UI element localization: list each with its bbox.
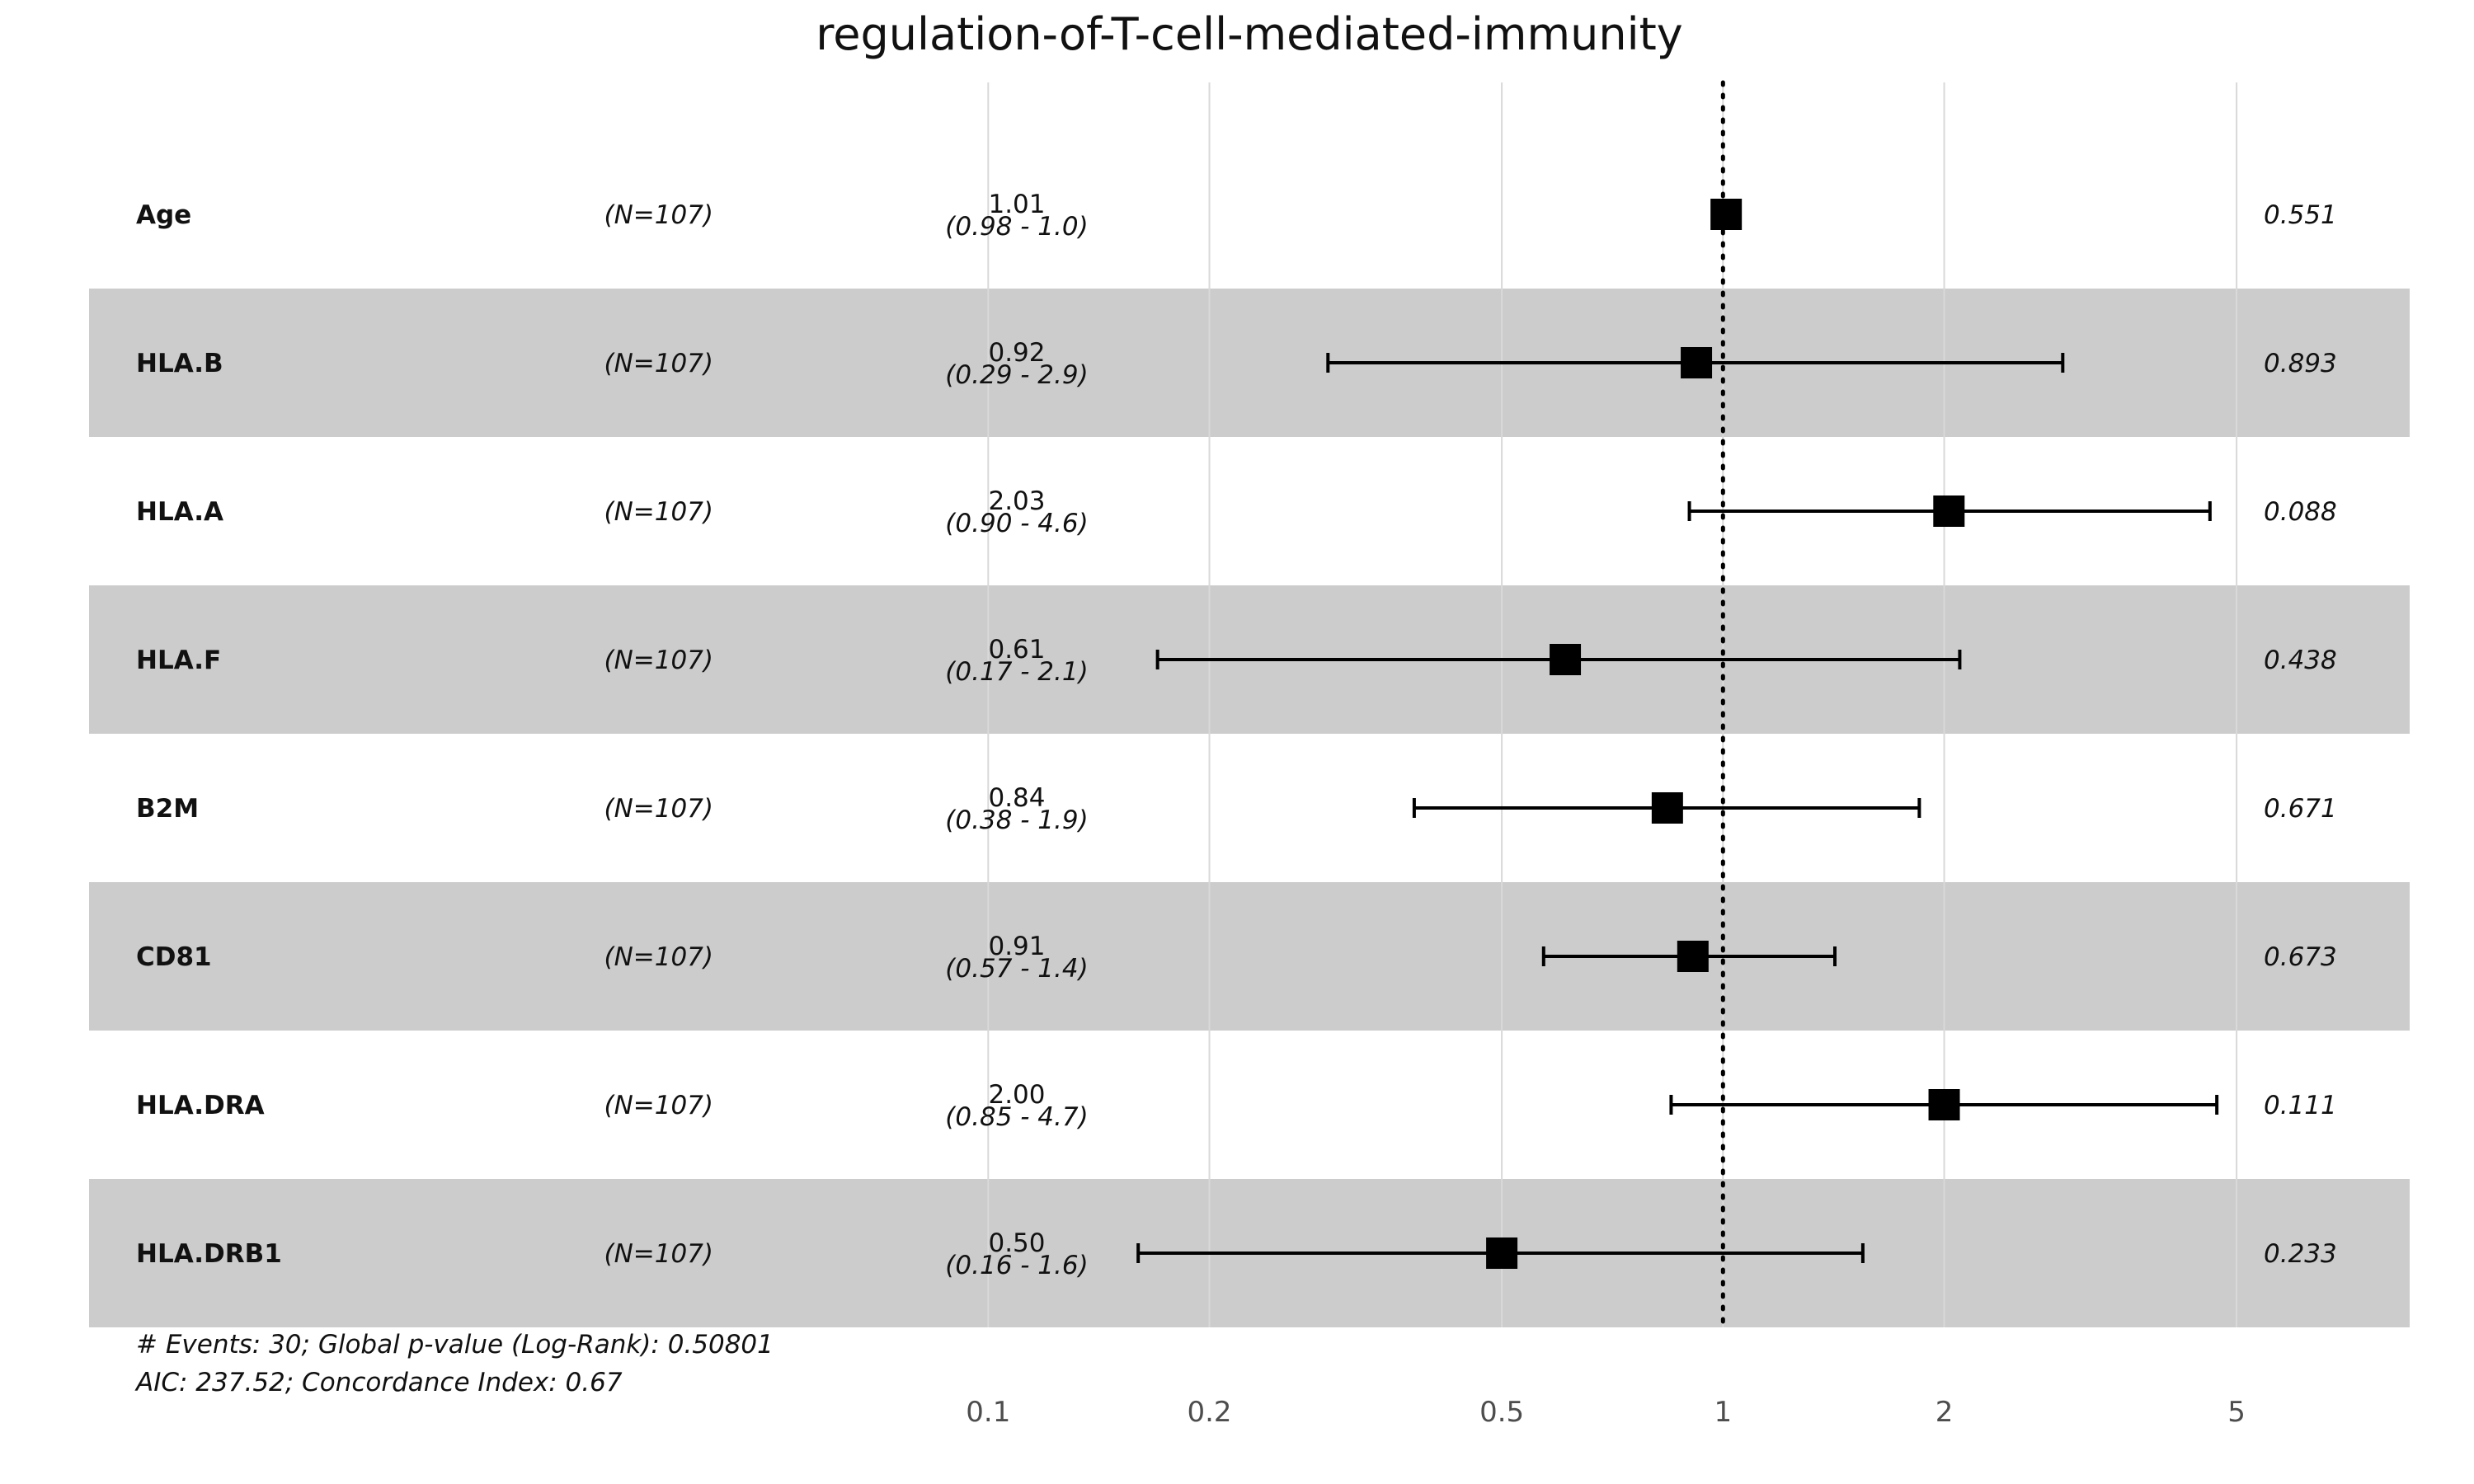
footer-aic: AIC: 237.52; Concordance Index: 0.67 [134,1368,623,1397]
p-value-label: 0.438 [2264,646,2337,675]
p-value-label: 0.551 [2264,200,2337,230]
hr-marker [1681,347,1713,378]
p-value-label: 0.893 [2264,349,2337,378]
ci-label: (0.90 - 4.6) [945,509,1088,538]
hr-label: 2.03 [988,486,1045,516]
n-label: (N=107) [604,1091,713,1120]
row-stripe [89,882,2410,1031]
hr-label: 0.91 [988,932,1045,961]
n-label: (N=107) [604,497,713,527]
variable-label: B2M [136,794,199,824]
hr-marker [1928,1089,1960,1120]
n-label: (N=107) [604,794,713,824]
hr-label: 0.61 [988,635,1045,665]
ci-label: (0.85 - 4.7) [945,1102,1088,1132]
ci-label: (0.98 - 1.0) [945,212,1088,242]
ci-label: (0.29 - 2.9) [945,360,1088,390]
p-value-label: 0.671 [2264,794,2337,824]
variable-label: CD81 [136,942,212,972]
hr-marker [1710,199,1743,230]
p-value-label: 0.088 [2264,497,2337,527]
x-tick-label: 1 [1714,1396,1733,1429]
n-label: (N=107) [604,349,713,378]
x-axis-ticks: 0.1 0.2 0.5 1 2 5 [966,1396,2246,1429]
n-label: (N=107) [604,646,713,675]
variable-label: Age [136,200,191,230]
variable-label: HLA.B [136,349,223,378]
x-tick-label: 5 [2227,1396,2246,1429]
ci-label: (0.16 - 1.6) [945,1251,1088,1280]
p-value-label: 0.673 [2264,942,2337,972]
variable-label: HLA.DRB1 [136,1239,282,1269]
hr-marker [1933,495,1965,527]
ci-label: (0.17 - 2.1) [945,657,1088,687]
footer-events: # Events: 30; Global p-value (Log-Rank):… [136,1330,774,1360]
hr-marker [1677,941,1709,972]
x-tick-label: 2 [1935,1396,1954,1429]
hr-label: 1.01 [988,190,1045,219]
hr-marker [1550,644,1582,675]
chart-title: regulation-of-T-cell-mediated-immunity [816,8,1682,60]
hr-marker [1651,792,1683,824]
hr-label: 0.50 [988,1228,1045,1258]
p-value-label: 0.233 [2264,1239,2337,1269]
x-tick-label: 0.2 [1187,1396,1231,1429]
x-tick-label: 0.1 [966,1396,1010,1429]
variable-label: HLA.A [136,497,223,527]
ci-label: (0.38 - 1.9) [945,805,1088,835]
variable-label: HLA.F [136,646,221,675]
n-label: (N=107) [604,942,713,972]
estimate-marks [1136,199,2219,1269]
row-stripes [89,289,2410,1327]
hr-label: 0.92 [988,338,1045,368]
n-label: (N=107) [604,200,713,230]
hr-label: 2.00 [988,1080,1045,1110]
hr-label: 0.84 [988,783,1045,813]
ci-label: (0.57 - 1.4) [945,954,1088,984]
p-value-label: 0.111 [2264,1091,2337,1120]
variable-label: HLA.DRA [136,1091,265,1120]
n-label: (N=107) [604,1239,713,1269]
hr-marker [1486,1237,1518,1269]
row-labels: Age (N=107) 1.01(0.98 - 1.0) 0.551 HLA.B (N=1… [136,190,2337,1280]
x-tick-label: 0.5 [1479,1396,1524,1429]
